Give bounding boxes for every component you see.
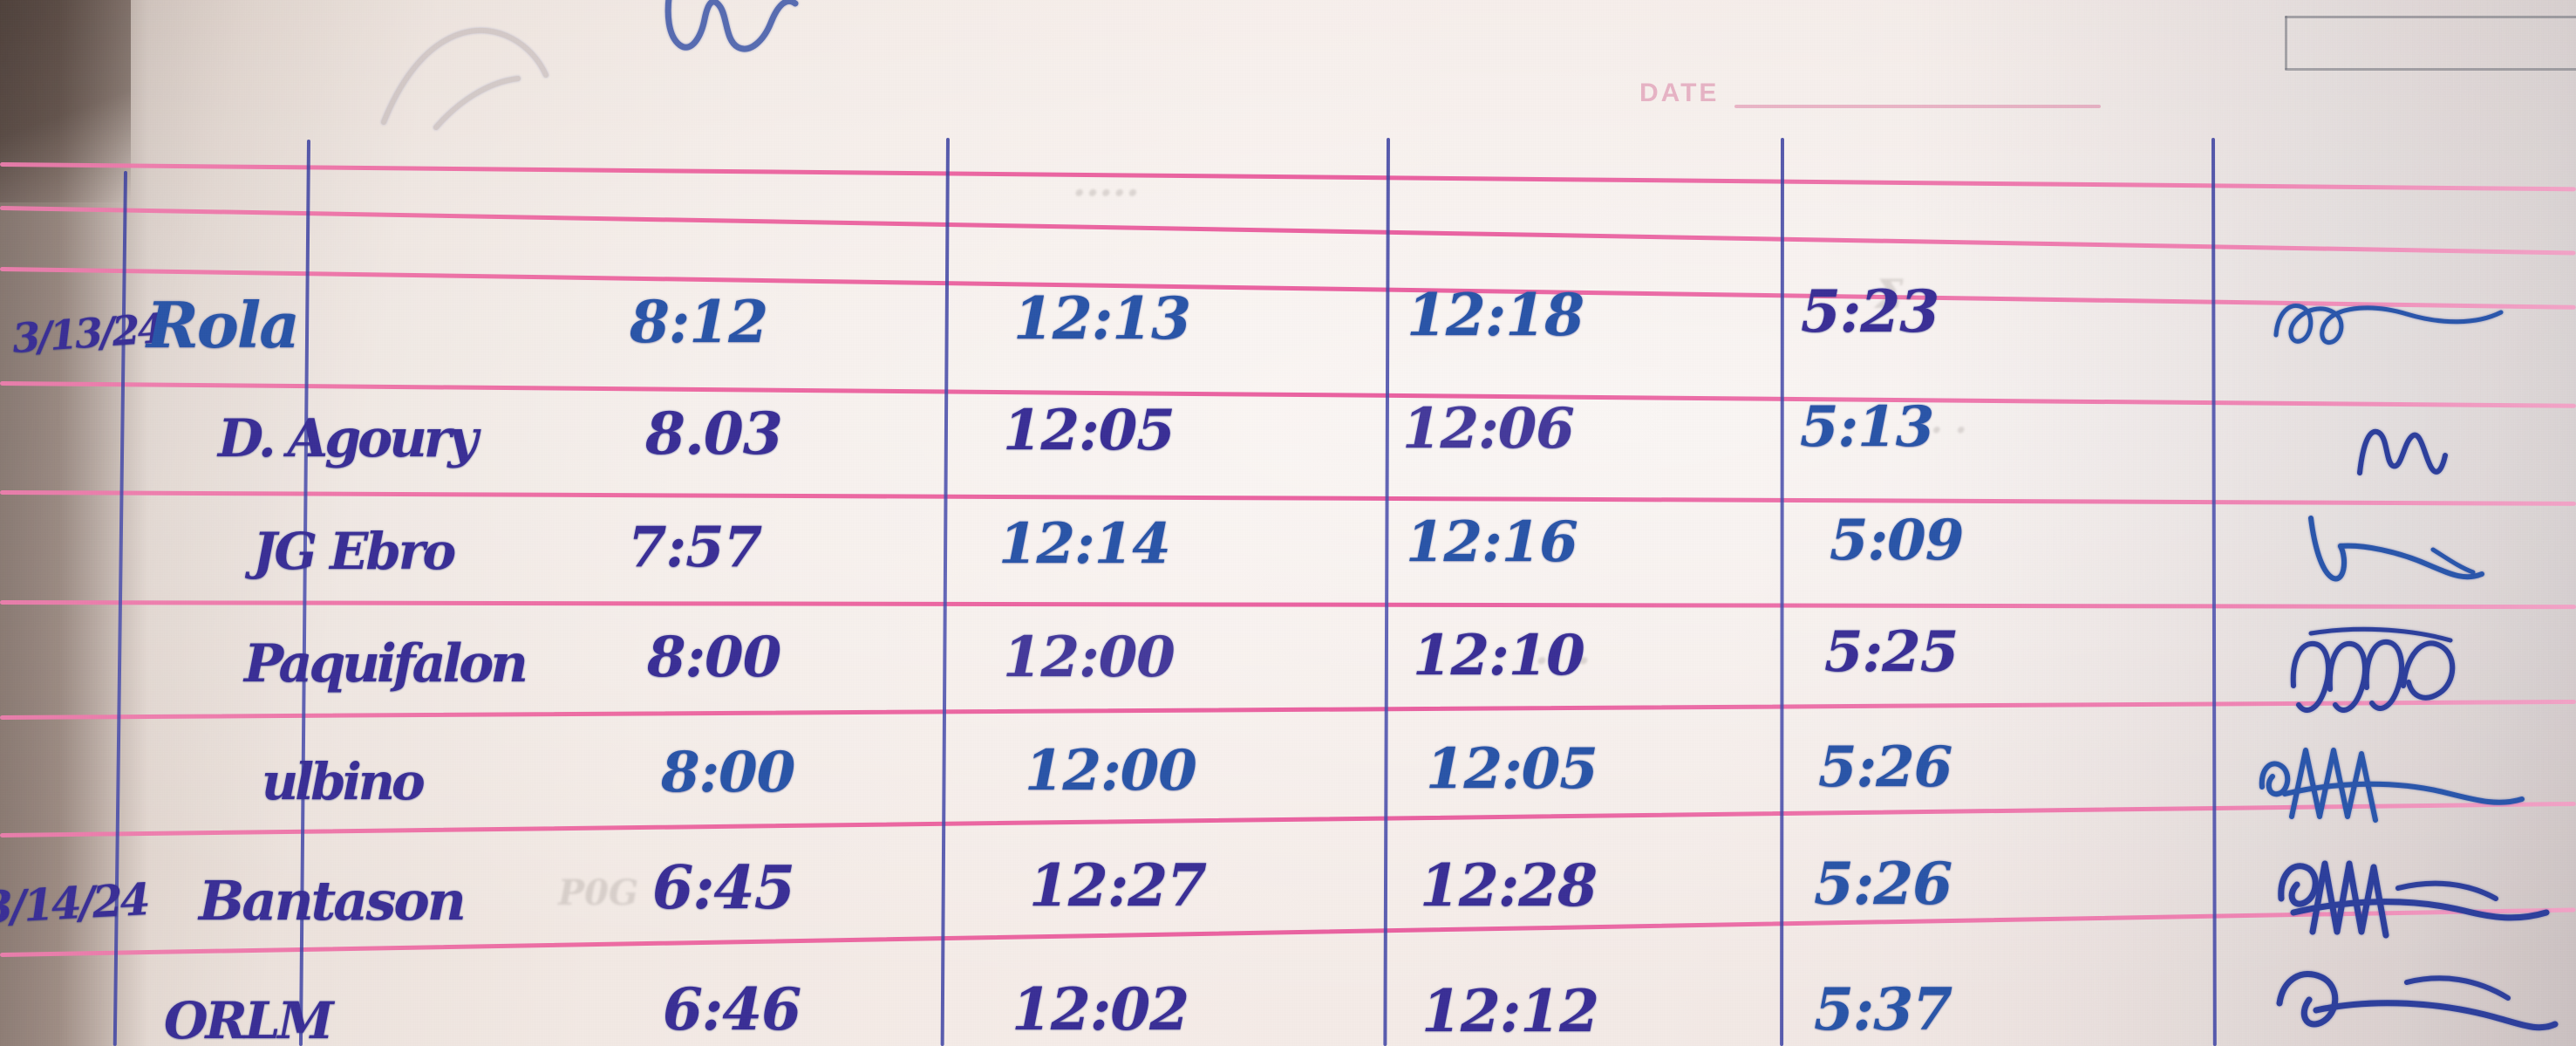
cell-lunch-out-row-1: 12:13 xyxy=(1013,284,1191,352)
cell-name-row-1: Rola xyxy=(147,288,300,362)
cell-time-in-row-1: 8:12 xyxy=(630,288,768,356)
cell-name-row-5: ulbino xyxy=(262,752,426,811)
cell-name-row-4: Paquifalon xyxy=(244,633,528,694)
date-header-rule xyxy=(1734,105,2102,108)
header-stub-tick xyxy=(2285,16,2287,70)
ghost-mark-e: P0G xyxy=(558,872,639,913)
cell-lunch-out-row-5: 12:00 xyxy=(1025,738,1197,803)
ghost-mark-a: ····· xyxy=(1073,171,1140,215)
page-corner-shadow xyxy=(0,0,131,202)
ghost-mark-d: ·· · xyxy=(1535,637,1591,684)
date-header-label: DATE xyxy=(1639,79,1720,107)
header-stub-line-1 xyxy=(2285,16,2576,18)
cell-name-row-7: ORLM xyxy=(164,991,334,1046)
cell-lunch-out-row-4: 12:00 xyxy=(1003,625,1176,690)
cell-lunch-in-row-2: 12:06 xyxy=(1402,396,1575,461)
cell-name-row-2: D. Agoury xyxy=(218,408,478,469)
cell-name-row-3: JG Ebro xyxy=(253,522,456,581)
cell-time-in-row-7: 6:46 xyxy=(663,975,801,1043)
cell-time-out-row-2: 5:13 xyxy=(1800,394,1934,460)
cell-lunch-in-row-1: 12:18 xyxy=(1407,281,1584,349)
cell-time-out-row-4: 5:25 xyxy=(1824,619,1959,685)
cell-lunch-in-row-4: 12:10 xyxy=(1413,623,1585,688)
cell-lunch-out-row-7: 12:02 xyxy=(1012,975,1189,1043)
cell-lunch-in-row-6: 12:28 xyxy=(1420,851,1598,920)
cell-lunch-in-row-5: 12:05 xyxy=(1426,736,1598,802)
cell-time-in-row-5: 8:00 xyxy=(661,740,795,805)
cell-lunch-out-row-3: 12:14 xyxy=(998,511,1171,577)
paper-cool-cast xyxy=(1913,0,2576,1046)
ghost-mark-b: Ʃ xyxy=(1875,270,1904,318)
cell-lunch-in-row-3: 12:16 xyxy=(1406,509,1578,575)
cell-time-out-row-1: 5:23 xyxy=(1801,277,1939,345)
cell-name-row-6: Bantason xyxy=(199,869,467,933)
header-stub-line-2 xyxy=(2285,68,2576,71)
cell-time-in-row-2: 8.03 xyxy=(645,400,783,468)
cell-time-out-row-3: 5:09 xyxy=(1830,508,1964,573)
ghost-mark-c: ·· · xyxy=(1918,410,1967,451)
cell-date-row-6: 3/14/24 xyxy=(0,873,149,933)
cell-lunch-out-row-6: 12:27 xyxy=(1029,851,1207,920)
cell-lunch-out-row-2: 12:05 xyxy=(1003,398,1176,463)
cell-time-out-row-7: 5:37 xyxy=(1814,975,1952,1043)
cell-time-in-row-4: 8:00 xyxy=(647,625,781,690)
cell-time-out-row-6: 5:26 xyxy=(1814,850,1952,918)
cell-lunch-in-row-7: 12:12 xyxy=(1421,977,1599,1045)
cell-time-in-row-6: 6:45 xyxy=(652,853,795,923)
cell-time-in-row-3: 7:57 xyxy=(628,515,762,580)
cell-time-out-row-5: 5:26 xyxy=(1818,735,1952,800)
printed-date-header: DATE xyxy=(1639,79,2102,108)
